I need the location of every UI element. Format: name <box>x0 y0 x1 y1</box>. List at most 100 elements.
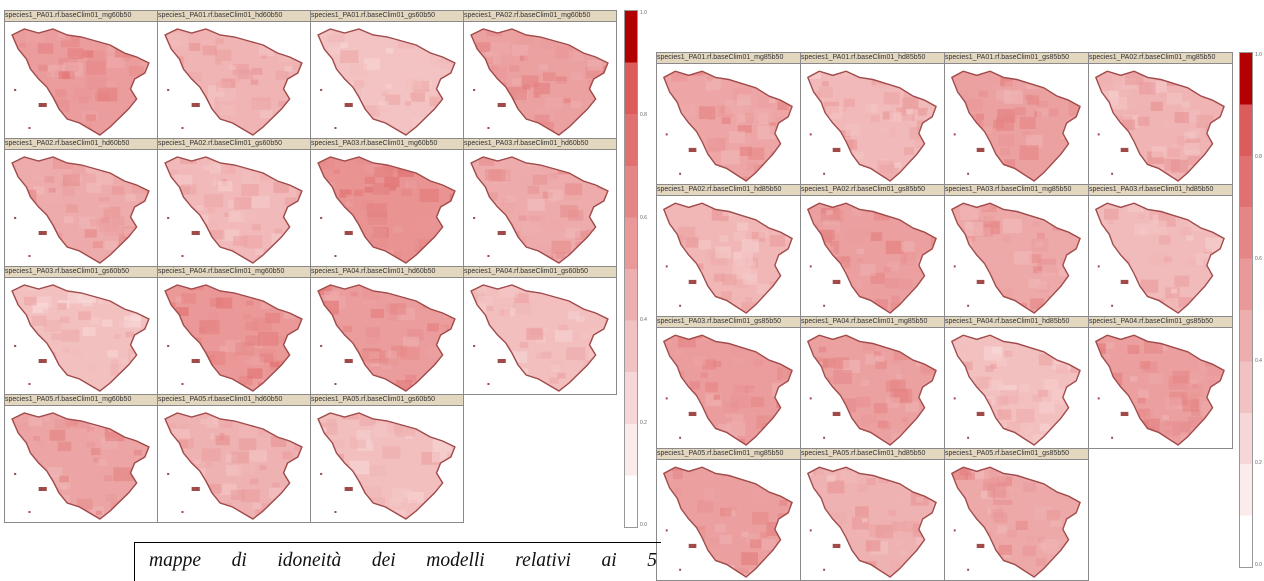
island-mark <box>14 345 17 347</box>
panel-title: species1_PA01.rf.baseClim01_mg85b50 <box>657 53 800 64</box>
island-mark <box>1097 133 1100 136</box>
suitability-map <box>1094 70 1225 182</box>
suitability-map <box>950 334 1081 446</box>
island-mark <box>809 265 812 268</box>
island-mark <box>167 473 170 475</box>
island-mark <box>497 359 506 363</box>
suitability-map <box>164 28 303 136</box>
island-mark <box>181 511 184 513</box>
suitability-map <box>662 202 793 314</box>
map-panel: species1_PA05.rf.baseClim01_mg60b50 <box>4 394 158 523</box>
island-mark <box>497 231 506 235</box>
color-scale-legend: 1.0 0.8 0.6 0.4 0.2 0.0 <box>1239 52 1264 568</box>
suitability-map <box>806 70 937 182</box>
island-mark <box>967 436 970 439</box>
island-mark <box>967 304 970 307</box>
suitability-map <box>662 334 793 446</box>
suitability-map <box>11 156 150 264</box>
map-panel: species1_PA02.rf.baseClim01_hd85b50 <box>656 184 801 317</box>
island-mark <box>976 147 985 153</box>
island-mark <box>473 89 476 91</box>
map-panel: species1_PA04.rf.baseClim01_mg60b50 <box>157 266 311 395</box>
panel-title: species1_PA04.rf.baseClim01_hd60b50 <box>311 267 463 278</box>
island-mark <box>967 172 970 175</box>
island-mark <box>167 217 170 219</box>
suitability-map <box>470 28 609 136</box>
panel-title: species1_PA03.rf.baseClim01_gs85b50 <box>657 317 800 328</box>
island-mark <box>334 255 337 257</box>
suitability-map <box>950 202 1081 314</box>
panel-title: species1_PA05.rf.baseClim01_gs85b50 <box>945 449 1088 460</box>
island-mark <box>688 543 697 549</box>
map-panel: species1_PA02.rf.baseClim01_hd60b50 <box>4 138 158 267</box>
panel-title: species1_PA01.rf.baseClim01_gs85b50 <box>945 53 1088 64</box>
island-mark <box>953 397 956 400</box>
map-panel: species1_PA03.rf.baseClim01_gs85b50 <box>656 316 801 449</box>
legend-tick-label: 0.4 <box>1255 358 1262 364</box>
island-mark <box>497 103 506 107</box>
island-mark <box>1097 265 1100 268</box>
island-mark <box>473 217 476 219</box>
island-mark <box>487 127 490 129</box>
map-panel: species1_PA02.rf.baseClim01_gs60b50 <box>157 138 311 267</box>
island-mark <box>665 265 668 268</box>
suitability-map <box>11 284 150 392</box>
island-mark <box>334 511 337 513</box>
legend-tick-label: 0.0 <box>640 522 647 528</box>
suitability-map <box>806 334 937 446</box>
panel-title: species1_PA05.rf.baseClim01_hd85b50 <box>801 449 944 460</box>
island-mark <box>665 529 668 532</box>
island-mark <box>832 147 841 153</box>
map-panel: species1_PA01.rf.baseClim01_gs85b50 <box>944 52 1089 185</box>
legend-tick-label: 0.2 <box>1255 460 1262 466</box>
panel-title: species1_PA04.rf.baseClim01_hd85b50 <box>945 317 1088 328</box>
panel-title: species1_PA02.rf.baseClim01_gs60b50 <box>158 139 310 150</box>
panel-title: species1_PA03.rf.baseClim01_hd60b50 <box>464 139 616 150</box>
island-mark <box>809 397 812 400</box>
island-mark <box>832 279 841 285</box>
map-panel: species1_PA01.rf.baseClim01_gs60b50 <box>310 10 464 139</box>
region-shape <box>12 29 149 135</box>
island-mark <box>14 217 17 219</box>
island-mark <box>809 133 812 136</box>
island-mark <box>28 255 31 257</box>
island-mark <box>1120 279 1129 285</box>
island-mark <box>487 255 490 257</box>
island-mark <box>976 279 985 285</box>
panel-title: species1_PA02.rf.baseClim01_hd60b50 <box>5 139 157 150</box>
island-mark <box>38 231 47 235</box>
island-mark <box>1097 397 1100 400</box>
island-mark <box>191 487 200 491</box>
island-mark <box>320 217 323 219</box>
panel-title: species1_PA05.rf.baseClim01_mg60b50 <box>5 395 157 406</box>
panel-title: species1_PA02.rf.baseClim01_gs85b50 <box>801 185 944 196</box>
suitability-map <box>950 466 1081 578</box>
island-mark <box>832 411 841 417</box>
map-panel: species1_PA03.rf.baseClim01_gs60b50 <box>4 266 158 395</box>
suitability-map <box>662 70 793 182</box>
map-panel: species1_PA02.rf.baseClim01_gs85b50 <box>800 184 945 317</box>
map-panel: species1_PA05.rf.baseClim01_mg85b50 <box>656 448 801 581</box>
panel-title: species1_PA03.rf.baseClim01_gs60b50 <box>5 267 157 278</box>
island-mark <box>181 127 184 129</box>
suitability-map <box>164 284 303 392</box>
island-mark <box>679 172 682 175</box>
island-mark <box>191 103 200 107</box>
panel-title: species1_PA02.rf.baseClim01_hd85b50 <box>657 185 800 196</box>
island-mark <box>344 487 353 491</box>
island-mark <box>181 255 184 257</box>
island-mark <box>679 304 682 307</box>
island-mark <box>473 345 476 347</box>
island-mark <box>976 411 985 417</box>
suitability-map <box>470 284 609 392</box>
island-mark <box>688 147 697 153</box>
island-mark <box>14 473 17 475</box>
map-panel: species1_PA04.rf.baseClim01_mg85b50 <box>800 316 945 449</box>
island-mark <box>665 397 668 400</box>
legend-tick-label: 0.2 <box>640 419 647 426</box>
legend-tick-label: 0.6 <box>640 214 647 221</box>
map-panel: species1_PA04.rf.baseClim01_gs85b50 <box>1088 316 1233 449</box>
region-shape <box>318 285 455 391</box>
island-mark <box>38 103 47 107</box>
